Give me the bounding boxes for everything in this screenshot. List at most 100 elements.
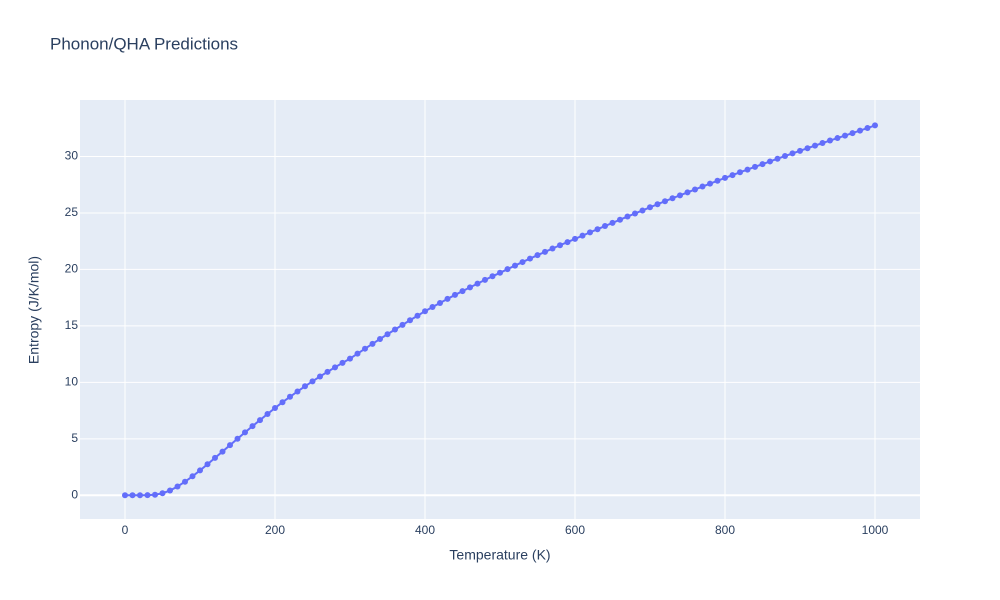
data-point: [459, 288, 466, 295]
data-point: [684, 189, 691, 196]
data-point: [317, 373, 323, 380]
data-point: [662, 198, 668, 205]
data-point: [632, 210, 638, 217]
data-point: [549, 245, 556, 252]
data-point: [467, 284, 473, 291]
data-point: [204, 461, 211, 468]
data-point: [602, 223, 608, 230]
y-tick-label: 0: [71, 487, 78, 501]
data-point: [287, 393, 293, 400]
data-point: [722, 174, 728, 181]
data-point: [437, 299, 443, 306]
data-point: [212, 454, 218, 461]
data-point: [347, 355, 353, 362]
data-point: [572, 235, 578, 242]
data-point: [227, 442, 233, 449]
y-tick-label: 5: [71, 431, 78, 445]
data-point: [174, 483, 181, 490]
data-point: [812, 142, 818, 149]
data-point: [557, 242, 563, 249]
data-point: [729, 172, 736, 179]
data-point: [182, 478, 188, 485]
data-point: [534, 252, 541, 259]
data-point: [692, 186, 698, 193]
y-tick-label: 25: [65, 205, 79, 219]
data-point: [444, 295, 451, 302]
data-point: [137, 492, 143, 499]
data-point: [452, 291, 458, 298]
data-point: [332, 364, 338, 371]
data-point: [677, 192, 683, 199]
data-point: [594, 226, 601, 233]
marks: [122, 122, 878, 499]
data-point: [422, 308, 428, 315]
data-point: [872, 122, 878, 129]
data-point: [294, 388, 301, 395]
data-point: [699, 183, 706, 190]
data-point: [864, 125, 871, 132]
data-point: [497, 269, 503, 276]
data-point: [759, 161, 766, 168]
y-tick-label: 15: [65, 318, 79, 332]
data-point: [624, 213, 631, 220]
data-point: [714, 177, 721, 184]
data-point: [707, 180, 713, 187]
data-point: [527, 255, 533, 262]
data-point: [669, 195, 676, 202]
data-point: [489, 273, 496, 280]
data-point: [827, 137, 833, 144]
data-point: [152, 491, 158, 498]
data-point: [369, 340, 376, 347]
x-tick-label: 200: [265, 523, 285, 537]
x-tick-label: 800: [715, 523, 735, 537]
data-point: [384, 331, 391, 338]
data-point: [399, 321, 406, 328]
x-tick-label: 600: [565, 523, 585, 537]
data-point: [159, 490, 166, 497]
data-point: [362, 345, 368, 352]
data-point: [242, 429, 248, 436]
data-point: [797, 147, 803, 154]
data-point: [767, 158, 773, 165]
data-point: [587, 229, 593, 236]
data-point: [744, 166, 751, 173]
x-tick-label: 400: [415, 523, 435, 537]
data-point: [167, 487, 173, 494]
data-point: [564, 239, 571, 246]
data-point: [849, 130, 856, 137]
y-axis-title: Entropy (J/K/mol): [26, 256, 42, 364]
data-point: [129, 492, 136, 499]
data-point: [857, 127, 863, 134]
data-point: [249, 423, 256, 430]
x-axis-title: Temperature (K): [449, 547, 550, 563]
y-tick-label: 10: [65, 375, 79, 389]
data-point: [542, 248, 548, 255]
data-point: [654, 201, 661, 208]
data-point: [354, 350, 361, 357]
data-point: [579, 232, 586, 239]
data-point: [482, 276, 488, 283]
data-point: [257, 417, 263, 424]
y-tick-label: 20: [65, 262, 79, 276]
data-point: [617, 216, 623, 223]
data-point: [197, 467, 203, 474]
data-point: [782, 153, 788, 160]
data-point: [392, 326, 398, 333]
data-point: [647, 204, 653, 211]
data-point: [519, 259, 526, 266]
data-point: [234, 435, 241, 442]
data-point: [309, 378, 316, 385]
data-point: [264, 410, 271, 417]
data-point: [339, 359, 346, 366]
data-point: [377, 335, 383, 342]
data-point: [774, 155, 781, 162]
data-point: [504, 266, 511, 273]
data-point: [189, 473, 196, 480]
chart-title: Phonon/QHA Predictions: [50, 34, 238, 53]
data-point: [414, 312, 421, 319]
data-point: [122, 492, 128, 499]
data-point: [804, 145, 811, 152]
data-point: [789, 150, 796, 157]
data-point: [737, 169, 743, 176]
data-point: [324, 368, 331, 375]
